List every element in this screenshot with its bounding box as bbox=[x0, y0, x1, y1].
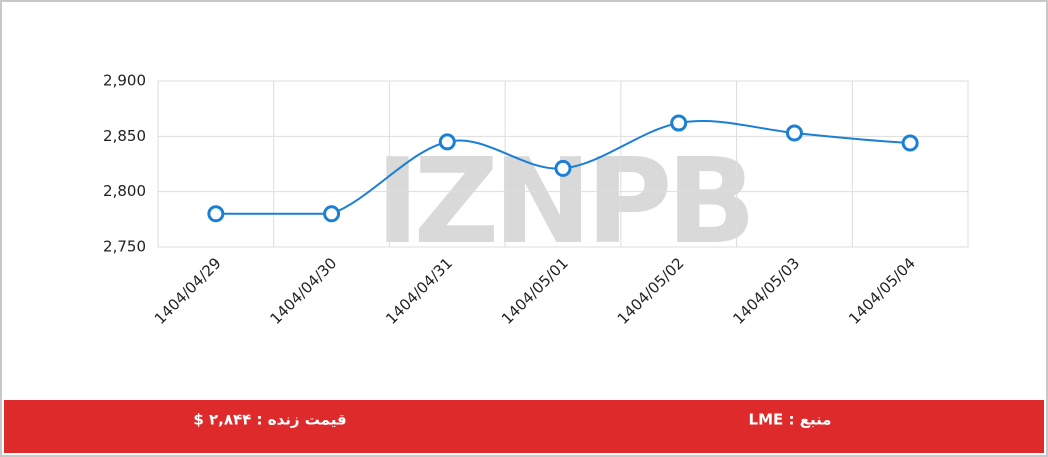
point bbox=[785, 124, 803, 142]
y-tick-label: 2,900 bbox=[103, 72, 146, 90]
live-price: قیمت زنده : ۲,۸۴۴ $ bbox=[193, 411, 346, 429]
point bbox=[901, 134, 919, 152]
point bbox=[207, 205, 225, 223]
point bbox=[554, 159, 572, 177]
y-tick-label: 2,800 bbox=[103, 182, 146, 200]
y-tick-label: 2,850 bbox=[103, 127, 146, 145]
point bbox=[323, 205, 341, 223]
footer-bar bbox=[4, 400, 1044, 453]
y-tick-label: 2,750 bbox=[103, 238, 146, 256]
watermark: IZNPB bbox=[376, 132, 751, 270]
point bbox=[670, 114, 688, 132]
source: منبع : LME bbox=[749, 411, 832, 429]
point bbox=[438, 133, 456, 151]
